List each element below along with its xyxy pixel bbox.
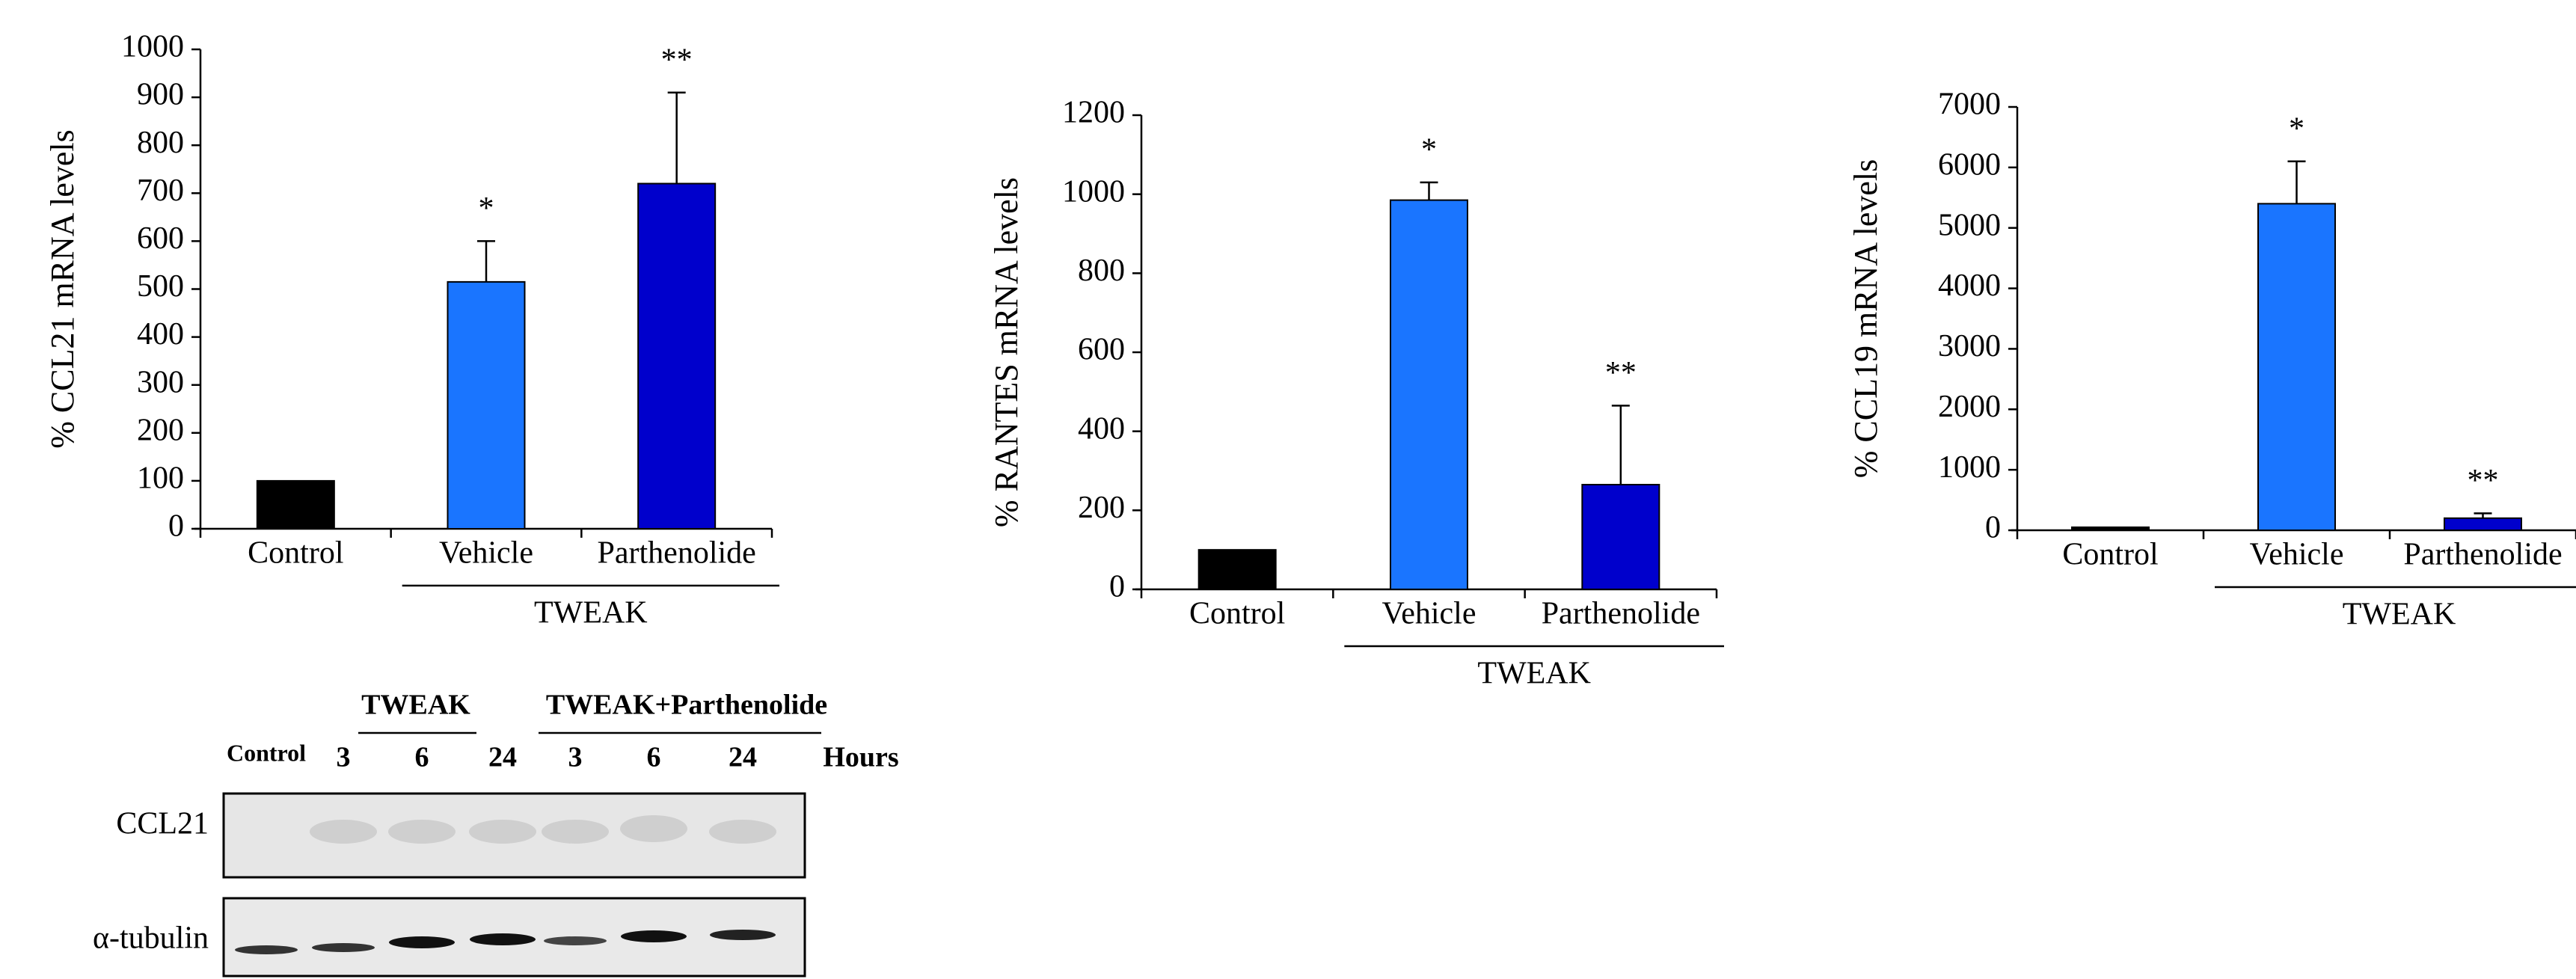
western-blot: TWEAK TWEAK+Parthenolide Control 3 6 24 …	[93, 690, 899, 976]
group-label: TWEAK	[1477, 657, 1591, 691]
figure: TWEAK TWEAK+Parthenolide Control 3 6 24 …	[0, 0, 2576, 979]
y-tick-label: 600	[1078, 333, 1125, 367]
y-tick-label: 0	[1985, 511, 2001, 545]
y-tick-label: 900	[137, 78, 184, 112]
group-label: TWEAK	[2343, 598, 2456, 632]
significance: *	[479, 191, 494, 226]
y-axis-label: % CCL21 mRNA levels	[44, 129, 81, 449]
bar	[2258, 203, 2335, 530]
y-tick-label: 800	[1078, 254, 1125, 288]
bar	[1582, 485, 1659, 589]
y-tick-label: 1000	[1062, 174, 1125, 209]
y-tick-label: 6000	[1938, 147, 2001, 182]
significance: **	[661, 43, 693, 77]
bar	[2444, 518, 2521, 530]
lane-label: 24	[488, 742, 517, 773]
y-tick-label: 500	[137, 269, 184, 304]
bar	[638, 183, 715, 529]
y-tick-label: 2000	[1938, 390, 2001, 424]
y-tick-label: 5000	[1938, 208, 2001, 242]
x-tick-label: Parthenolide	[1542, 597, 1700, 631]
y-tick-label: 700	[137, 174, 184, 208]
bar	[257, 481, 334, 529]
x-tick-label: Parthenolide	[598, 536, 756, 571]
y-tick-label: 400	[137, 317, 184, 352]
y-tick-label: 800	[137, 126, 184, 160]
y-axis-label: % CCL19 mRNA levels	[1847, 159, 1884, 479]
unit-label: Hours	[823, 742, 898, 773]
y-tick-label: 200	[137, 413, 184, 447]
y-axis-label: % RANTES mRNA levels	[988, 177, 1025, 527]
x-tick-label: Vehicle	[1382, 597, 1476, 631]
lane-label: 6	[647, 742, 661, 773]
lane-label: 6	[415, 742, 429, 773]
row-label: CCL21	[116, 807, 209, 841]
bar	[2072, 527, 2149, 530]
y-tick-label: 3000	[1938, 329, 2001, 363]
significance: *	[1421, 132, 1437, 167]
y-tick-label: 0	[1109, 570, 1125, 604]
y-tick-label: 400	[1078, 411, 1125, 446]
y-tick-label: 4000	[1938, 268, 2001, 303]
group-header: TWEAK+Parthenolide	[546, 690, 827, 721]
bar	[1390, 200, 1468, 589]
significance: *	[2289, 111, 2304, 146]
x-tick-label: Vehicle	[2250, 538, 2344, 572]
y-tick-label: 200	[1078, 491, 1125, 525]
significance: **	[2468, 464, 2499, 498]
group-header: TWEAK	[361, 690, 470, 721]
y-tick-label: 100	[137, 461, 184, 496]
bar	[1199, 550, 1276, 589]
x-tick-label: Parthenolide	[2403, 538, 2562, 572]
bar	[448, 282, 525, 529]
y-tick-label: 1200	[1062, 96, 1125, 130]
lane-label: 3	[337, 742, 351, 773]
row-label: α-tubulin	[93, 921, 209, 956]
x-tick-label: Control	[1189, 597, 1285, 631]
lane-label: 3	[568, 742, 583, 773]
y-tick-label: 0	[168, 509, 184, 544]
significance: **	[1605, 356, 1637, 390]
x-tick-label: Control	[2062, 538, 2158, 572]
x-tick-label: Control	[248, 536, 343, 571]
lane-label: Control	[227, 739, 306, 766]
y-tick-label: 600	[137, 221, 184, 256]
y-tick-label: 7000	[1938, 88, 2001, 122]
group-label: TWEAK	[534, 596, 648, 630]
y-tick-label: 1000	[121, 30, 184, 64]
lane-label: 24	[729, 742, 757, 773]
x-tick-label: Vehicle	[439, 536, 533, 571]
y-tick-label: 300	[137, 365, 184, 399]
y-tick-label: 1000	[1938, 450, 2001, 485]
